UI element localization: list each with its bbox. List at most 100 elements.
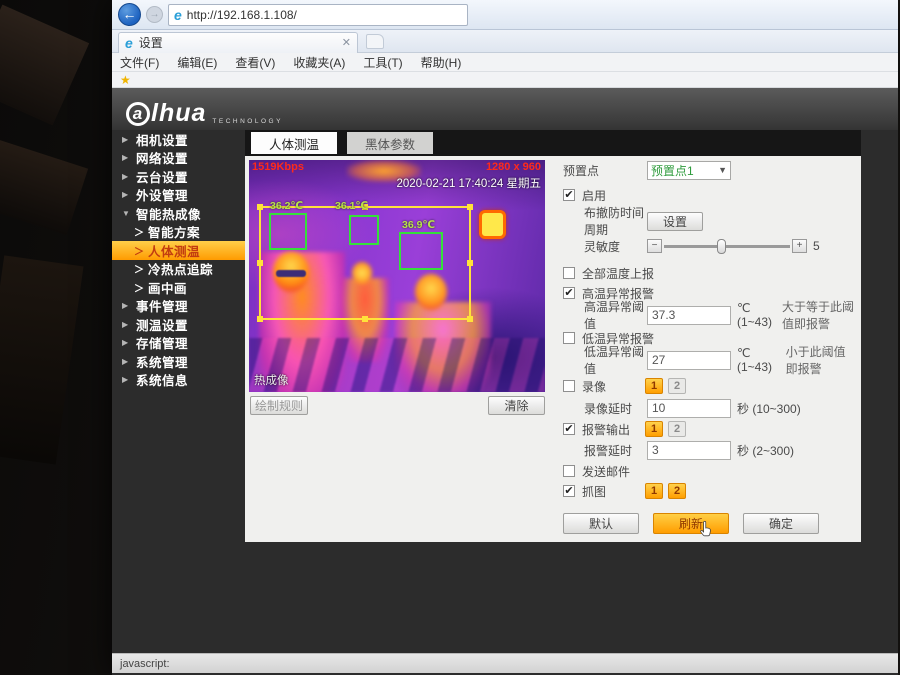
sidebar-item-system-info[interactable]: ▶ 系统信息 <box>122 374 189 389</box>
enable-checkbox[interactable]: ✔ <box>563 189 575 201</box>
temperature-readout: 36.9℃ <box>402 219 436 231</box>
tab-blackbody[interactable]: 黑体参数 <box>347 132 433 154</box>
roi-handle[interactable] <box>467 260 473 266</box>
menu-view[interactable]: 查看(V) <box>235 55 276 70</box>
mouse-hand-cursor <box>698 520 714 541</box>
alarm-out-channel-1[interactable]: 1 <box>645 421 663 437</box>
arrow-right-icon: ▶ <box>122 171 129 181</box>
roi-handle[interactable] <box>257 316 263 322</box>
sidebar-item-ptz[interactable]: ▶ 云台设置 <box>122 170 189 185</box>
sidebar-item-camera[interactable]: ▶ 相机设置 <box>122 133 189 148</box>
roi-handle[interactable] <box>257 260 263 266</box>
person-middle-head <box>352 262 372 284</box>
report-all-checkbox[interactable] <box>563 267 575 279</box>
person-right-head <box>415 274 447 310</box>
blackbody-calibrator <box>479 210 506 239</box>
detection-roi-box[interactable] <box>257 204 473 322</box>
refresh-button[interactable]: 刷新 <box>653 513 729 537</box>
roi-handle[interactable] <box>467 316 473 322</box>
record-delay-unit: 秒 (10~300) <box>737 401 801 416</box>
high-threshold-unit: ℃ (1~43) <box>737 301 773 329</box>
arrow-sub-icon: ＞ <box>134 246 145 258</box>
menu-favorites[interactable]: 收藏夹(A) <box>293 55 346 70</box>
send-email-checkbox[interactable] <box>563 465 575 477</box>
slider-plus-button[interactable]: + <box>792 239 807 253</box>
alarm-delay-input[interactable] <box>647 440 731 460</box>
slider-thumb[interactable] <box>716 238 726 254</box>
preset-select[interactable]: 预置点1 ▼ <box>647 160 731 180</box>
browser-address-bar: ← → e http://192.168.1.108/ <box>112 0 898 30</box>
slider-minus-button[interactable]: − <box>647 239 662 253</box>
new-tab-button[interactable] <box>366 33 384 49</box>
temperature-readout: 36.1℃ <box>335 200 369 212</box>
menu-edit[interactable]: 编辑(E) <box>177 55 218 70</box>
alarm-out-checkbox[interactable]: ✔ <box>563 423 575 435</box>
roi-handle[interactable] <box>467 204 473 210</box>
record-delay-input[interactable] <box>647 398 731 418</box>
sidebar-item-system[interactable]: ▶ 系统管理 <box>122 355 189 370</box>
sidebar-item-pip[interactable]: ＞画中画 <box>134 281 188 296</box>
browser-menu-bar: 文件(F) 编辑(E) 查看(V) 收藏夹(A) 工具(T) 帮助(H) <box>112 53 898 72</box>
arrow-right-icon: ▶ <box>122 190 129 200</box>
roi-handle[interactable] <box>362 316 368 322</box>
sensitivity-slider[interactable]: − + <box>647 238 807 254</box>
tab-body-temp[interactable]: 人体测温 <box>251 132 337 154</box>
bitrate-overlay: 1519Kbps <box>252 161 304 173</box>
preset-label: 预置点 <box>563 163 600 178</box>
record-checkbox[interactable] <box>563 380 575 392</box>
stream-label-overlay: 热成像 <box>254 375 289 387</box>
high-threshold-hint: 大于等于此阈值即报警 <box>782 300 855 331</box>
record-channel-2[interactable]: 2 <box>668 378 686 394</box>
low-threshold-input[interactable] <box>647 350 731 370</box>
sidebar-item-storage[interactable]: ▶ 存储管理 <box>122 337 189 352</box>
menu-help[interactable]: 帮助(H) <box>420 55 462 70</box>
status-text: javascript: <box>120 657 170 670</box>
browser-status-bar: javascript: <box>112 653 898 673</box>
resolution-overlay: 1280 x 960 <box>485 161 541 173</box>
roi-handle[interactable] <box>362 204 368 210</box>
menu-tools[interactable]: 工具(T) <box>363 55 403 70</box>
high-threshold-input[interactable] <box>647 305 731 325</box>
sensitivity-label: 灵敏度 <box>584 239 621 254</box>
browser-tab[interactable]: e 设置 ✕ <box>118 31 358 53</box>
arming-setting-button[interactable]: 设置 <box>647 211 703 231</box>
forward-button[interactable]: → <box>146 6 163 23</box>
confirm-button[interactable]: 确定 <box>743 513 819 534</box>
default-button[interactable]: 默认 <box>563 513 639 534</box>
dahua-logo: a lhua TECHNOLOGY <box>126 101 283 126</box>
sidebar-item-temp-settings[interactable]: ▶ 测温设置 <box>122 318 189 333</box>
draw-rule-button[interactable]: 绘制规则 <box>250 396 308 415</box>
sidebar-item-network[interactable]: ▶ 网络设置 <box>122 152 189 167</box>
low-alarm-checkbox[interactable] <box>563 332 575 344</box>
sidebar-item-event[interactable]: ▶ 事件管理 <box>122 300 189 315</box>
snapshot-channel-1[interactable]: 1 <box>645 483 663 499</box>
thermal-video-preview[interactable]: 36.2℃ 36.1℃ 36.9℃ 1519Kbps 1280 x 960 20… <box>249 160 545 392</box>
menu-file[interactable]: 文件(F) <box>120 55 160 70</box>
sidebar-item-thermal[interactable]: ▼ 智能热成像 <box>122 207 202 222</box>
snapshot-channel-2[interactable]: 2 <box>668 483 686 499</box>
tab-close-icon[interactable]: ✕ <box>341 37 351 49</box>
railing-shape <box>0 255 84 465</box>
record-channel-1[interactable]: 1 <box>645 378 663 394</box>
low-threshold-label: 低温异常阈值 <box>584 345 645 376</box>
sidebar-item-body-temp[interactable]: ＞人体测温 <box>112 241 245 260</box>
url-text: http://192.168.1.108/ <box>186 7 297 22</box>
back-button[interactable]: ← <box>118 3 141 26</box>
low-threshold-unit: ℃ (1~43) <box>737 346 773 374</box>
alarm-out-channel-2[interactable]: 2 <box>668 421 686 437</box>
sidebar-item-smart-plan[interactable]: ＞智能方案 <box>134 226 201 241</box>
sidebar-item-peripheral[interactable]: ▶ 外设管理 <box>122 189 189 204</box>
high-alarm-checkbox[interactable]: ✔ <box>563 287 575 299</box>
favorites-star-icon[interactable]: ★ <box>120 72 131 87</box>
arrow-right-icon: ▶ <box>122 301 129 311</box>
arrow-right-icon: ▶ <box>122 319 129 329</box>
url-field[interactable]: e http://192.168.1.108/ <box>168 3 468 26</box>
clear-button[interactable]: 清除 <box>488 396 545 415</box>
roi-handle[interactable] <box>257 204 263 210</box>
sidebar-item-hot-cold-spot[interactable]: ＞冷热点追踪 <box>134 263 214 278</box>
snapshot-checkbox[interactable]: ✔ <box>563 485 575 497</box>
record-label: 录像 <box>582 379 607 394</box>
slider-track[interactable] <box>664 238 790 254</box>
logo-tagline: TECHNOLOGY <box>212 117 283 125</box>
